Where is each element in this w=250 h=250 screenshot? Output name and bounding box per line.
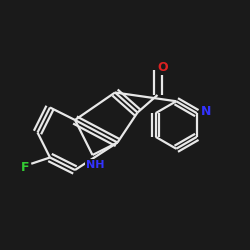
Text: F: F	[21, 161, 29, 174]
Text: O: O	[157, 61, 168, 74]
Text: N: N	[200, 106, 211, 118]
Text: NH: NH	[86, 160, 104, 170]
